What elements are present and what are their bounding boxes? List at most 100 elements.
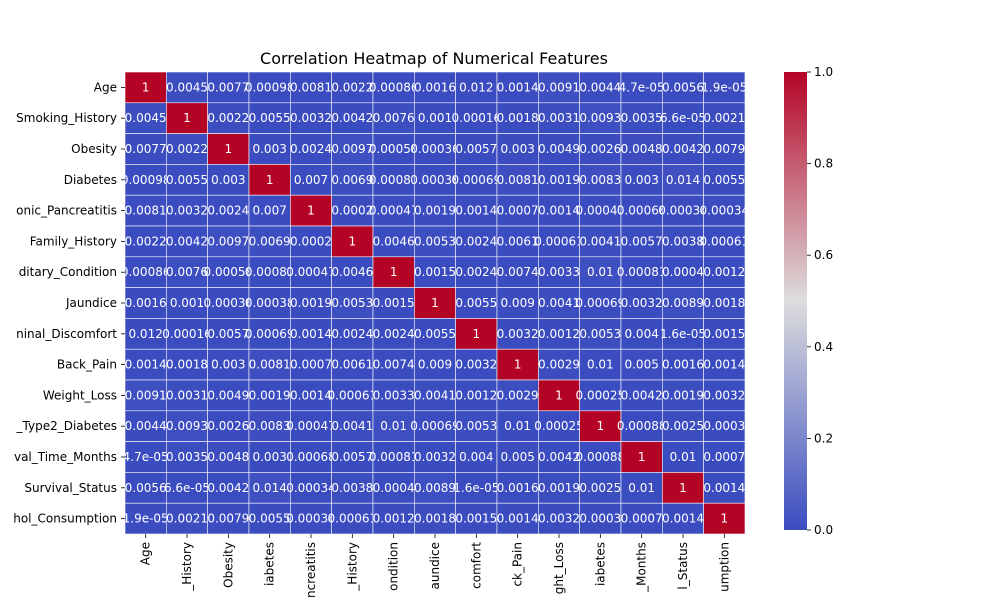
heatmap-cell [414,256,456,288]
cell-value-label: 0.0081 [497,173,539,187]
heatmap-cell [538,410,580,442]
heatmap-cell [662,472,704,504]
heatmap-cell [372,502,415,535]
heatmap-cell [496,164,539,196]
heatmap-cell [207,287,250,319]
cell-value-label: 0.0014 [125,358,167,372]
heatmap-cell [579,502,622,535]
cell-value-label: 0.00081 [617,265,667,279]
cell-value-label: 0.0091 [125,388,167,402]
cell-value-label: 0.0025 [662,419,704,433]
heatmap-cell [662,256,704,288]
cell-value-label: 0.0053 [331,296,373,310]
cell-value-label: 0.0035 [621,111,663,125]
heatmap-cell [579,194,622,227]
cell-value-label: 0.00069 [245,327,295,341]
heatmap-cell [290,348,332,381]
cell-value-label: 0.00086 [121,265,171,279]
cell-value-label: 0.01 [587,358,614,372]
heatmap-cell [662,410,704,442]
cell-value-label: 0.00081 [245,265,295,279]
cell-value-label: 0.0057 [621,234,663,248]
column-label: _History [180,542,194,592]
cell-value-label: 0.00016 [162,327,212,341]
heatmap-cell [372,102,415,134]
heatmap-cell [620,225,663,258]
heatmap-cell [248,287,291,319]
cell-value-label: 0.00038 [245,296,295,310]
heatmap-cell [455,502,498,535]
cell-value-label: 0.005 [500,450,534,464]
cell-value-label: 0.00047 [369,204,419,218]
heatmap-cell [538,133,580,165]
heatmap-cell [538,287,580,319]
cell-value-label: 0.0031 [166,388,208,402]
cell-value-label: 0.003 [252,450,286,464]
heatmap-cell [662,379,704,412]
cell-value-label: 0.001 [170,296,204,310]
heatmap-cell [331,410,374,442]
cell-value-label: 0.0016 [414,80,456,94]
heatmap-cell [166,71,208,104]
cell-value-label: 0.0007 [290,358,332,372]
cell-value-label: 0.01 [670,450,697,464]
cell-value-label: 0.0076 [373,111,415,125]
cell-value-label: 0.0019 [662,388,704,402]
heatmap-cell [662,71,704,104]
cell-value-label: 0.004 [624,327,658,341]
cell-value-label: 0.0014 [538,204,580,218]
cell-value-label: 0.00047 [286,419,336,433]
heatmap-cell [207,225,250,258]
cell-value-label: 0.0089 [662,296,704,310]
cell-value-label: 0.0055 [249,111,291,125]
heatmap-cell [248,348,291,381]
heatmap-cell [496,441,539,473]
heatmap-cell [579,133,622,165]
cell-value-label: 0.0097 [207,234,249,248]
cell-value-label: 1 [597,419,605,433]
heatmap-cell [662,102,704,134]
cell-value-label: 1 [638,450,646,464]
heatmap-cell [207,472,250,504]
cell-value-label: 0.01 [380,419,407,433]
cell-value-label: 1 [721,512,729,526]
cell-value-label: 0.0007 [621,512,663,526]
cell-value-label: 0.01 [587,265,614,279]
heatmap-cell [372,194,415,227]
heatmap-cell [414,502,456,535]
cell-value-label: 0.00061 [700,234,750,248]
cell-value-label: 0.0002 [290,234,332,248]
cell-value-label: 1 [266,173,274,187]
heatmap-cell [662,441,704,473]
column-label: ncreatitis [304,542,318,598]
cell-value-label: 0.0015 [414,265,456,279]
cell-value-label: 0.0012 [538,327,580,341]
cell-value-label: 0.014 [666,173,700,187]
heatmap-cell [538,379,580,412]
heatmap-cell [579,256,622,288]
cell-value-label: 1 [307,204,315,218]
cell-value-label: 0.0032 [166,204,208,218]
cell-value-label: 0.009 [418,358,452,372]
heatmap-cell [124,379,167,412]
heatmap-cell [662,194,704,227]
heatmap-cell [331,164,374,196]
cell-value-label: 0.00047 [576,204,626,218]
cell-value-label: 0.003 [211,173,245,187]
cell-value-label: 0.0055 [703,173,745,187]
heatmap-cell [290,441,332,473]
cell-value-label: 0.0024 [290,142,332,156]
heatmap-cell [414,164,456,196]
heatmap-cell [207,194,250,227]
cell-value-label: 1 [555,388,563,402]
cell-value-label: 0.0012 [703,265,745,279]
cell-value-label: 0.00038 [410,173,460,187]
heatmap-cell [372,133,415,165]
row-labels: Age Smoking_History Obesity Diabetes onic_Pa… [13,80,125,526]
column-label: umption [717,542,731,592]
cell-value-label: 0.0032 [290,111,332,125]
heatmap-cell [620,348,663,381]
row-label: Family_History [30,234,117,248]
cell-value-label: 0.0055 [249,512,291,526]
cell-value-label: 0.00088 [576,450,626,464]
